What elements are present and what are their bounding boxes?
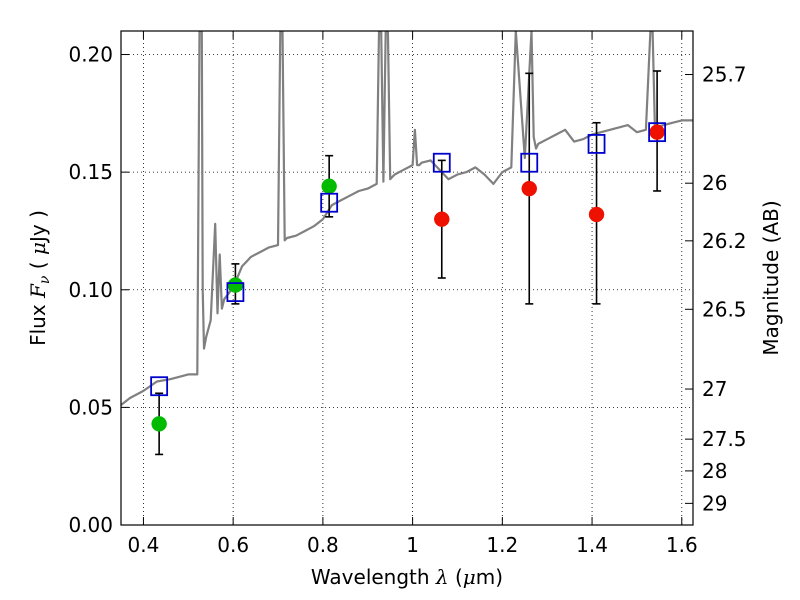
y2-tick-label: 26.2 — [702, 229, 747, 253]
y2-tick-label: 29 — [702, 491, 727, 515]
y-tick-label: 0.15 — [68, 160, 113, 184]
flux-point — [649, 124, 665, 140]
flux-point — [321, 178, 337, 195]
x-tick-label: 1.4 — [576, 533, 608, 557]
model-square-marker — [432, 152, 451, 173]
model-square-marker — [648, 122, 667, 143]
grid-lines — [121, 31, 693, 526]
y2-axis-title: Magnitude (AB) — [759, 200, 783, 355]
model-square-marker — [150, 376, 169, 397]
y2-tick-label: 27.5 — [702, 427, 747, 451]
y2-tick-label: 26.5 — [702, 297, 747, 321]
model-square-marker — [587, 134, 606, 154]
model-square-marker — [320, 192, 339, 213]
y-axis-title: Flux Fν ( μJy ) — [26, 210, 53, 346]
spectrum-line — [121, 31, 693, 406]
y2-tick-label: 28 — [702, 459, 727, 483]
y-tick-label: 0.05 — [68, 395, 113, 419]
flux-point — [588, 206, 605, 223]
y2-tick-label: 27 — [702, 377, 727, 401]
plot-area — [121, 31, 693, 456]
flux-point — [227, 277, 244, 293]
x-tick-label: 1.6 — [666, 533, 698, 557]
x-tick-label: 1 — [406, 533, 419, 557]
flux-point — [434, 211, 450, 227]
x-tick-label: 0.6 — [217, 533, 249, 557]
y-tick-label: 0.20 — [68, 43, 113, 67]
x-axis-title: Wavelength λ (μm) — [311, 565, 503, 589]
flux-point — [151, 416, 167, 432]
plot-frame — [120, 30, 694, 526]
axis-ticks: 0.4 0.6 0.8 1 1.2 1.4 1.6 0.00 0.05 0.10 0.15 0.20 2… — [68, 31, 747, 557]
y-tick-label: 0.00 — [68, 513, 113, 537]
y2-tick-label: 25.7 — [702, 63, 747, 87]
x-tick-label: 0.4 — [128, 533, 160, 557]
x-tick-label: 1.2 — [486, 533, 518, 557]
y-tick-label: 0.10 — [68, 278, 113, 302]
model-square-marker — [226, 282, 245, 303]
x-tick-label: 0.8 — [307, 533, 339, 557]
flux-point — [521, 180, 538, 197]
model-square-marker — [520, 152, 539, 173]
y2-tick-label: 26 — [702, 171, 727, 195]
